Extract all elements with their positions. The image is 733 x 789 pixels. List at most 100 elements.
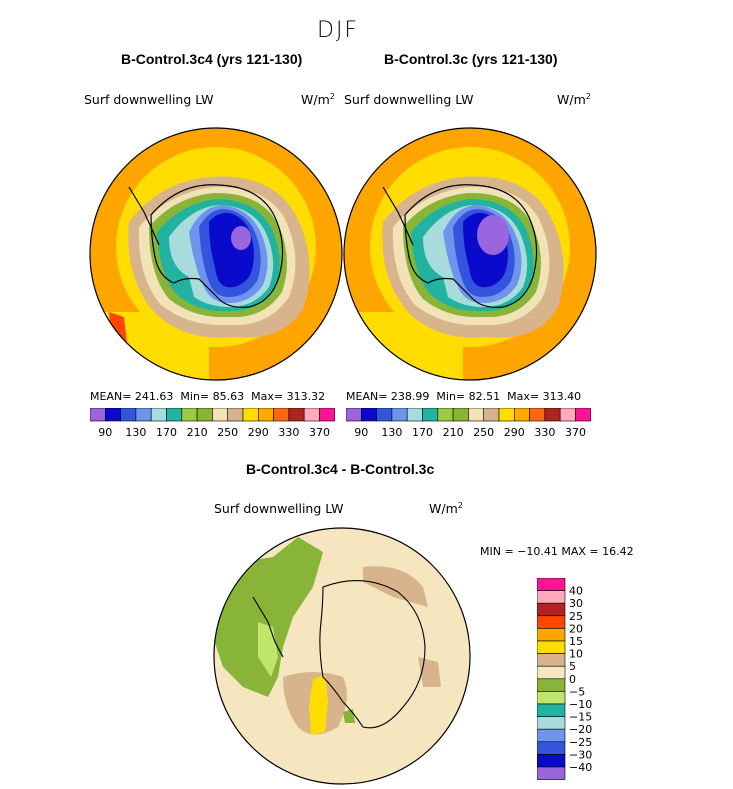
- season-title: DJF: [317, 18, 360, 43]
- colorbar-tick-label: −20: [569, 723, 592, 736]
- field-band-purple: [231, 226, 251, 250]
- colorbar-tick-label: 290: [248, 426, 269, 438]
- colorbar-right: 90 130 170 210 250 290 330 370: [346, 408, 591, 438]
- diff-variable-label: Surf downwelling LW: [214, 501, 344, 516]
- colorbar-tick-label: 25: [569, 610, 583, 623]
- colorbar-swatch: [105, 408, 121, 422]
- colorbar-swatch: [537, 766, 566, 780]
- colorbar-swatch: [537, 628, 566, 642]
- units-label-right: W/m2: [557, 92, 591, 108]
- polar-map-diff: [213, 527, 471, 785]
- diff-minmax-label: MIN = −10.41 MAX = 16.42: [480, 545, 634, 558]
- coastline: [150, 184, 284, 308]
- colorbar-tick-label: 290: [504, 426, 525, 438]
- diff-coastline: [319, 580, 426, 729]
- colorbar-tick-label: −30: [569, 748, 592, 761]
- colorbar-swatch: [212, 408, 229, 422]
- colorbar-swatch: [391, 408, 408, 422]
- colorbar-swatch: [346, 408, 362, 422]
- colorbar-tick-label: 370: [565, 426, 586, 438]
- colorbar-tick-label: 330: [534, 426, 555, 438]
- colorbar-swatch: [406, 408, 423, 422]
- colorbar-tick-label: 170: [412, 426, 433, 438]
- colorbar-swatch: [437, 408, 454, 422]
- colorbar-tick-label: −5: [569, 685, 585, 698]
- colorbar-swatch: [120, 408, 137, 422]
- variable-label-right: Surf downwelling LW: [344, 92, 474, 107]
- colorbar-tick-label: 210: [187, 426, 208, 438]
- colorbar-swatch: [166, 408, 183, 422]
- colorbar-swatch: [537, 615, 566, 629]
- max-label: Max= 313.40: [507, 390, 582, 403]
- colorbar-swatch: [376, 408, 393, 422]
- colorbar-swatch: [181, 408, 198, 422]
- diff-title: B-Control.3c4 - B-Control.3c: [246, 461, 435, 477]
- colorbar-tick-label: −10: [569, 698, 592, 711]
- colorbar-tick-label: −15: [569, 711, 592, 724]
- colorbar-tick-label: 250: [473, 426, 494, 438]
- colorbar-tick-label: 5: [569, 660, 576, 673]
- colorbar-swatch: [537, 678, 566, 692]
- colorbar-tick-label: 90: [98, 426, 112, 438]
- max-label: Max= 313.32: [251, 390, 326, 403]
- colorbar-tick-label: −40: [569, 761, 592, 774]
- polar-map-left: [89, 127, 343, 381]
- colorbar-tick-label: 40: [569, 585, 583, 598]
- colorbar-swatch: [575, 408, 591, 422]
- colorbar-swatch: [242, 408, 259, 422]
- mean-label: MEAN= 238.99: [346, 390, 430, 403]
- colorbar-swatch: [537, 665, 566, 680]
- colorbar-left: 90 130 170 210 250 290 330 370: [90, 408, 335, 438]
- colorbar-tick-label: 170: [156, 426, 177, 438]
- colorbar-tick-label: 210: [443, 426, 464, 438]
- colorbar-swatch: [196, 408, 213, 422]
- colorbar-swatch: [452, 408, 469, 422]
- diff-yellow-region: [309, 675, 328, 735]
- colorbar-swatch: [537, 728, 566, 743]
- colorbar-swatch: [537, 703, 566, 717]
- colorbar-swatch: [303, 408, 320, 422]
- variable-label-left: Surf downwelling LW: [84, 92, 214, 107]
- colorbar-swatch: [559, 408, 576, 422]
- colorbar-tick-label: 10: [569, 648, 583, 661]
- colorbar-swatch: [288, 408, 305, 422]
- colorbar-tick-label: 370: [309, 426, 330, 438]
- colorbar-tick-label: −25: [569, 736, 592, 749]
- colorbar-swatch: [483, 408, 500, 422]
- mean-label: MEAN= 241.63: [90, 390, 174, 403]
- diff-units-label: W/m2: [429, 501, 463, 517]
- stats-left: MEAN= 241.63 Min= 85.63 Max= 313.32: [90, 390, 325, 403]
- colorbar-tick-label: 0: [569, 673, 576, 686]
- colorbar-swatch: [537, 691, 566, 705]
- colorbar-swatch: [90, 408, 106, 422]
- colorbar-swatch: [468, 408, 485, 422]
- colorbar-tick-label: 90: [354, 426, 368, 438]
- colorbar-swatch: [537, 716, 566, 730]
- colorbar-swatch: [537, 602, 566, 617]
- colorbar-swatch: [537, 653, 566, 667]
- colorbar-tick-label: 130: [381, 426, 402, 438]
- colorbar-swatch: [529, 408, 546, 422]
- colorbar-tick-label: 130: [125, 426, 146, 438]
- colorbar-swatch: [544, 408, 561, 422]
- colorbar-swatch: [537, 741, 566, 755]
- colorbar-tick-label: 30: [569, 597, 583, 610]
- colorbar-swatch: [135, 408, 152, 422]
- panel-title-right: B-Control.3c (yrs 121-130): [384, 51, 558, 67]
- units-label-left: W/m2: [301, 92, 335, 108]
- colorbar-swatch: [150, 408, 167, 422]
- colorbar-swatch: [227, 408, 244, 422]
- colorbar-swatch: [422, 408, 439, 422]
- colorbar-swatch: [361, 408, 377, 422]
- colorbar-swatch: [537, 590, 566, 604]
- colorbar-swatch: [537, 578, 566, 591]
- min-label: Min= 85.63: [180, 390, 245, 403]
- colorbar-swatch: [537, 754, 566, 768]
- colorbar-swatch: [319, 408, 335, 422]
- polar-map-right: [343, 127, 597, 381]
- colorbar-tick-label: 20: [569, 622, 583, 635]
- colorbar-swatch: [514, 408, 530, 422]
- colorbar-tick-label: 250: [217, 426, 238, 438]
- colorbar-tick-label: 15: [569, 635, 583, 648]
